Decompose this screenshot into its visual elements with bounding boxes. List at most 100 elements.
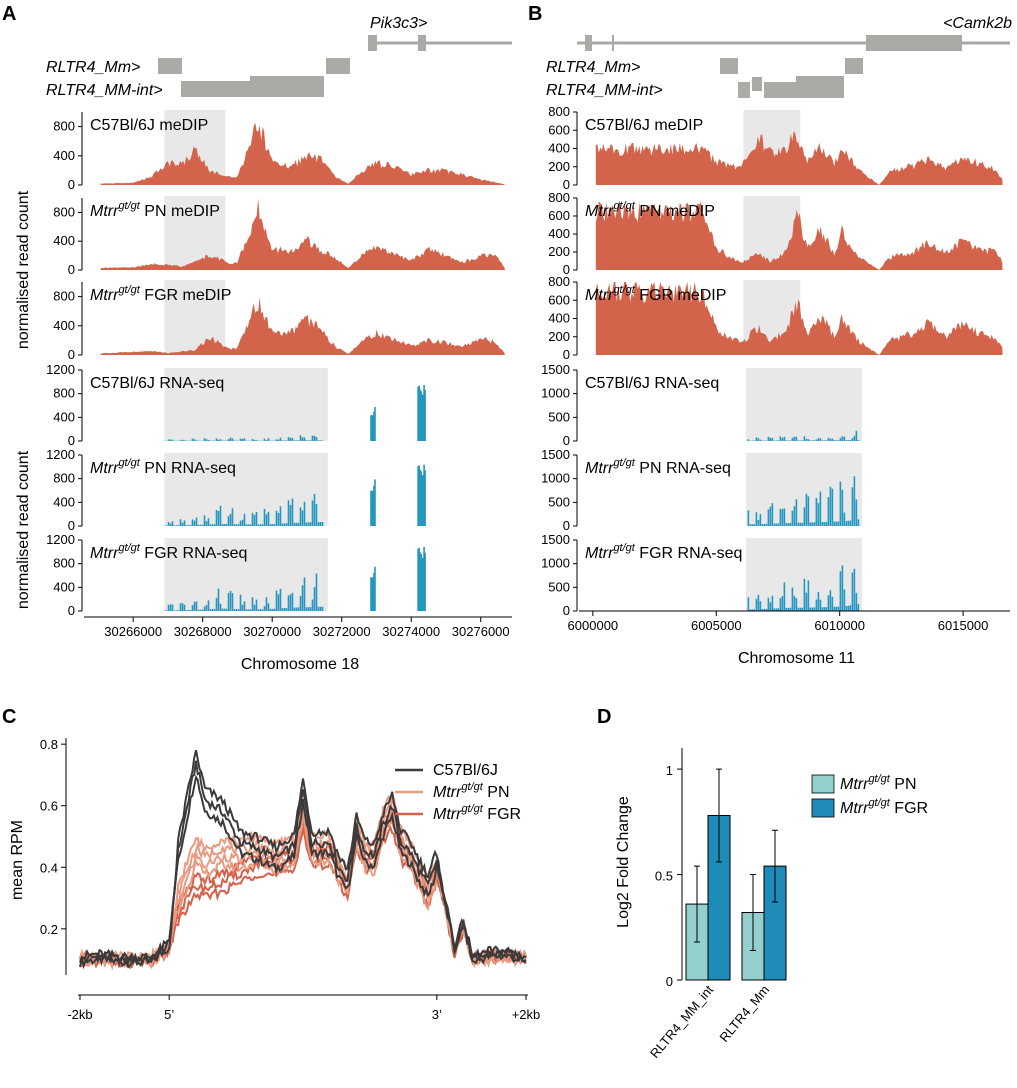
track-label: C57Bl/6J meDIP [585,117,703,134]
y-tick-label: 1200 [46,532,75,547]
y-tick-label: 1500 [541,447,570,462]
y-tick-label: 200 [548,244,570,259]
x-tick-label: 30268000 [174,624,232,639]
x-tick-label: 6015000 [938,618,989,633]
y-tick-label: 0.2 [40,922,58,937]
track-label-sup: gt/gt [613,284,635,296]
y-tick-label: 400 [548,311,570,326]
x-tick-label: 6010000 [814,618,865,633]
repeat-label-mm: RLTR4_Mm> [546,59,640,76]
medip-signal [595,130,1003,185]
legend-label-rest: FGR [890,800,928,817]
panel-letter: A [2,3,16,25]
track-label-rest: FGR RNA-seq [635,545,743,562]
track-label-rest: FGR RNA-seq [140,545,248,562]
legend-label: Mtrrgt/gt FGR [433,803,521,823]
repeat-element [764,82,796,98]
medip-signal [595,282,1003,355]
y-tick-label: 800 [53,289,75,304]
y-tick-label: 600 [548,122,570,137]
legend-label-italic: Mtrr [840,800,869,817]
y-tick-label: 0.5 [655,869,673,884]
legend-label-italic: Mtrr [840,776,869,793]
y-tick-label: 800 [548,274,570,289]
rnaseq-signal [747,430,860,441]
repeat-element [250,76,324,97]
rnaseq-signal [163,385,426,441]
gene-label: Pik3c3> [370,15,427,32]
legend-label: C57Bl/6J [433,762,498,779]
medip-signal [100,122,506,185]
repeat-label-mm-int: RLTR4_MM-int> [46,82,163,99]
track-label-sup: gt/gt [613,542,635,554]
x-tick-label: 30272000 [313,624,371,639]
track-label-italic: Mtrr [585,203,614,220]
repeat-element [720,58,738,74]
highlight-region [164,280,226,355]
y-tick-label: 0 [68,262,75,277]
rnaseq-signal [163,547,426,611]
y-tick-label: 800 [548,190,570,205]
y-tick-label: 400 [548,226,570,241]
x-axis-title: Chromosome 18 [241,656,359,673]
track-label-italic: Mtrr [90,203,119,220]
y-axis-title: normalised read count [15,190,32,349]
rnaseq-signal [747,565,860,611]
rnaseq-signal [747,476,860,526]
track-label: Mtrrgt/gt PN meDIP [585,200,715,220]
y-tick-label: 400 [548,141,570,156]
panel-letter: B [528,3,542,25]
category-label: RLTR4_MM_int [647,982,717,1061]
y-tick-label: 1500 [541,532,570,547]
track-label: Mtrrgt/gt PN RNA-seq [585,457,731,477]
repeat-element [326,58,350,74]
gene-label: <Camk2b [943,15,1012,32]
legend-label: Mtrrgt/gt FGR [840,797,928,817]
y-tick-label: 400 [53,148,75,163]
track-label: C57Bl/6J RNA-seq [90,375,224,392]
x-tick-label: 30274000 [382,624,440,639]
x-tick-label: 3’ [432,1007,442,1022]
track-label: Mtrrgt/gt FGR RNA-seq [585,542,742,562]
track-label: C57Bl/6J meDIP [90,117,208,134]
panel-letter: D [597,706,611,728]
track-label-rest: PN meDIP [635,203,715,220]
x-tick-label: +2kb [512,1007,541,1022]
y-tick-label: 600 [548,292,570,307]
y-tick-label: 0 [563,603,570,618]
x-tick-label: 30266000 [104,624,162,639]
legend-label: Mtrrgt/gt PN [433,781,510,801]
legend-label-italic: Mtrr [433,806,462,823]
highlight-region [745,368,862,441]
gene-exon [585,35,592,51]
y-tick-label: 200 [548,329,570,344]
gene-exon [612,35,614,51]
repeat-element [181,81,251,97]
track-label: C57Bl/6J RNA-seq [585,375,719,392]
panel-b: B <Camk2b RLTR4_Mm> RLTR4_MM-int> 800 600 400 2… [528,3,1012,667]
track-label: Mtrrgt/gt FGR RNA-seq [90,542,247,562]
legend-label-sup: gt/gt [461,803,483,815]
y-tick-label: 1200 [46,447,75,462]
y-tick-label: 0 [68,518,75,533]
x-tick-label: 30276000 [452,624,510,639]
track-label: Mtrrgt/gt PN RNA-seq [90,457,236,477]
track-label-rest: FGR meDIP [140,287,232,304]
track-label-sup: gt/gt [118,457,140,469]
legend-swatch [811,798,835,818]
y-tick-label: 800 [53,204,75,219]
track-label-rest: PN RNA-seq [140,460,236,477]
track-label: Mtrrgt/gt PN meDIP [90,200,220,220]
panel-c: C 0.8 0.6 0.4 0.2 mean RPM -2kb 5’ 3’ +2kb C57Bl/6… [2,706,540,1022]
panel-letter: C [2,706,16,728]
y-axis-title: mean RPM [9,820,26,900]
y-tick-label: 0.6 [40,799,58,814]
y-tick-label: 400 [53,318,75,333]
legend-label-rest: PN [890,776,917,793]
y-tick-label: 1 [666,763,673,778]
y-tick-label: 0 [563,262,570,277]
track-label-sup: gt/gt [613,200,635,212]
legend-label-sup: gt/gt [868,797,890,809]
highlight-region [164,368,328,441]
